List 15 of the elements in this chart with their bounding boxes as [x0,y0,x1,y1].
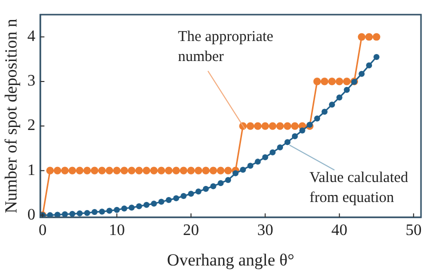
x-tick-label: 30 [257,222,274,240]
y-tick-label: 0 [27,206,36,224]
y-tick-label: 4 [27,28,36,46]
y-tick-label: 2 [27,117,36,134]
y-axis-title: Number of spot deposition n [2,18,21,214]
x-tick-label: 20 [183,222,200,240]
x-tick-label: 0 [38,222,47,240]
text: Value calculated from equation [309,170,409,206]
x-axis-title: Overhang angle θ° [167,250,294,270]
x-tick-label: 50 [406,222,422,240]
y-tick-label: 1 [27,162,36,179]
text: The appropriate number [178,29,274,66]
x-tick-label: 40 [331,222,348,240]
y-tick-label: 3 [27,72,36,90]
x-tick-label: 10 [108,222,125,240]
